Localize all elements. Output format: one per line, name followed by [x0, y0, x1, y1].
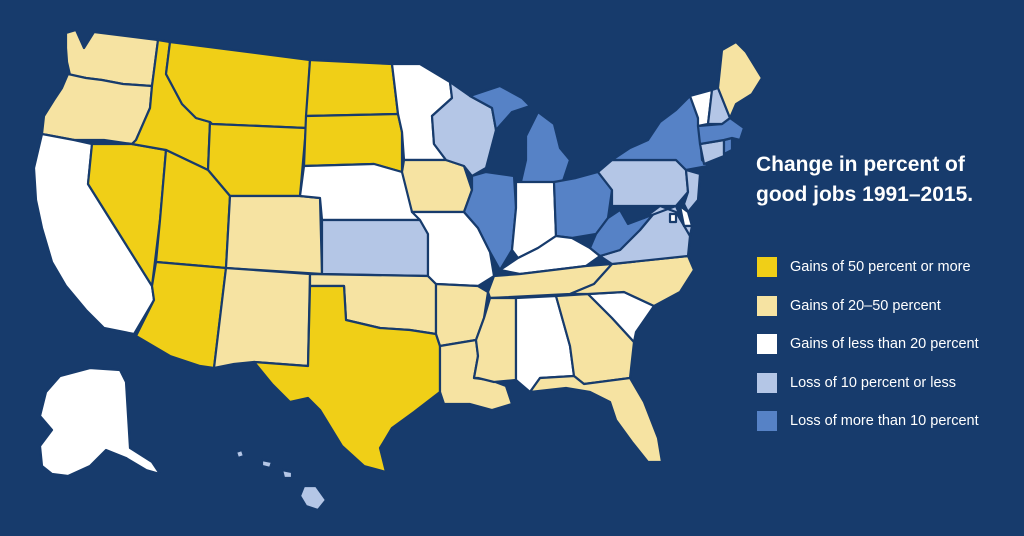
- legend-item-gain-50-plus: Gains of 50 percent or more: [757, 257, 1019, 277]
- state-PA[interactable]: [596, 158, 690, 208]
- state-HI-3[interactable]: [280, 468, 294, 480]
- legend-label: Gains of 20–50 percent: [790, 297, 941, 314]
- legend-swatch: [757, 257, 777, 277]
- legend-label: Gains of 50 percent or more: [790, 259, 971, 275]
- legend-swatch: [757, 334, 777, 354]
- state-NM[interactable]: [212, 266, 312, 370]
- title-line-2: good jobs 1991–2015.: [756, 183, 974, 206]
- title-line-1: Change in percent of: [756, 153, 965, 176]
- legend-label: Gains of less than 20 percent: [790, 336, 979, 352]
- state-ME[interactable]: [716, 40, 764, 120]
- legend-label: Loss of 10 percent or less: [790, 374, 957, 391]
- state-KS[interactable]: [320, 218, 430, 278]
- state-MI[interactable]: [468, 84, 532, 132]
- legend-label: Loss of more than 10 percent: [790, 413, 979, 429]
- state-HI-1[interactable]: [234, 448, 246, 460]
- legend-item-loss-10-or-less: Loss of 10 percent or less: [757, 372, 1019, 393]
- legend: Gains of 50 percent or more Gains of 20–…: [757, 257, 1019, 450]
- legend-item-gain-under-20: Gains of less than 20 percent: [757, 334, 1019, 354]
- state-VT[interactable]: [688, 88, 714, 128]
- state-DC[interactable]: [668, 212, 678, 224]
- state-HI-2[interactable]: [260, 458, 274, 470]
- legend-item-loss-over-10: Loss of more than 10 percent: [757, 411, 1019, 431]
- state-ND[interactable]: [304, 58, 400, 118]
- legend-swatch: [757, 372, 777, 393]
- state-WY[interactable]: [206, 120, 308, 198]
- state-TX[interactable]: [252, 284, 442, 474]
- legend-swatch: [757, 295, 777, 316]
- state-MI-lower[interactable]: [518, 110, 572, 188]
- state-OR[interactable]: [40, 72, 154, 146]
- state-HI-4[interactable]: [298, 484, 328, 512]
- state-CO[interactable]: [224, 194, 324, 276]
- state-SD[interactable]: [302, 112, 404, 174]
- state-AK[interactable]: [38, 366, 162, 478]
- legend-item-gain-20-50: Gains of 20–50 percent: [757, 295, 1019, 316]
- state-MD[interactable]: [642, 204, 694, 238]
- state-IA[interactable]: [400, 158, 474, 214]
- legend-swatch: [757, 411, 777, 431]
- state-FL[interactable]: [528, 374, 664, 464]
- map-title: Change in percent of good jobs 1991–2015…: [756, 150, 1016, 210]
